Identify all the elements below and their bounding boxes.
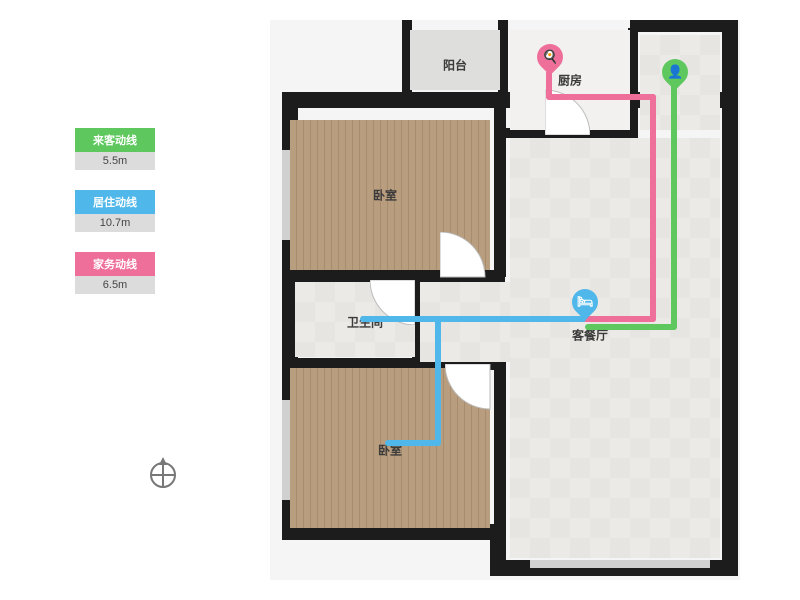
guest-path-segment	[585, 324, 677, 330]
legend-title: 来客动线	[75, 128, 155, 152]
legend-entry-guest: 来客动线 5.5m	[75, 128, 155, 170]
door-swing-icon	[440, 232, 490, 282]
wall	[630, 20, 738, 32]
live-path-segment	[435, 316, 441, 446]
floor-plan: 阳台厨房卧室卫生间卧室客餐厅 🍳👤🛏	[230, 20, 750, 580]
guest-path-segment	[671, 80, 677, 330]
chores-path-segment	[546, 94, 656, 100]
compass-icon	[145, 455, 181, 491]
live-path-segment	[360, 316, 586, 322]
live-path-segment	[385, 440, 441, 446]
legend-value: 10.7m	[75, 214, 155, 232]
window	[282, 400, 290, 500]
window	[282, 150, 290, 240]
wall	[722, 28, 738, 576]
legend-title: 居住动线	[75, 190, 155, 214]
legend-entry-live: 居住动线 10.7m	[75, 190, 155, 232]
room-living	[510, 138, 720, 558]
window	[530, 560, 710, 568]
room-label: 卧室	[373, 187, 397, 204]
legend-value: 6.5m	[75, 276, 155, 294]
legend-entry-chores: 家务动线 6.5m	[75, 252, 155, 294]
live-marker: 🛏	[572, 289, 598, 325]
guest-marker: 👤	[662, 59, 688, 95]
wall	[494, 360, 506, 530]
chores-marker: 🍳	[537, 44, 563, 80]
legend: 来客动线 5.5m 居住动线 10.7m 家务动线 6.5m	[75, 128, 155, 314]
room-label: 阳台	[443, 57, 467, 74]
legend-title: 家务动线	[75, 252, 155, 276]
legend-value: 5.5m	[75, 152, 155, 170]
chores-path-segment	[650, 94, 656, 322]
door-swing-icon	[445, 364, 495, 414]
room-hall	[420, 282, 510, 362]
